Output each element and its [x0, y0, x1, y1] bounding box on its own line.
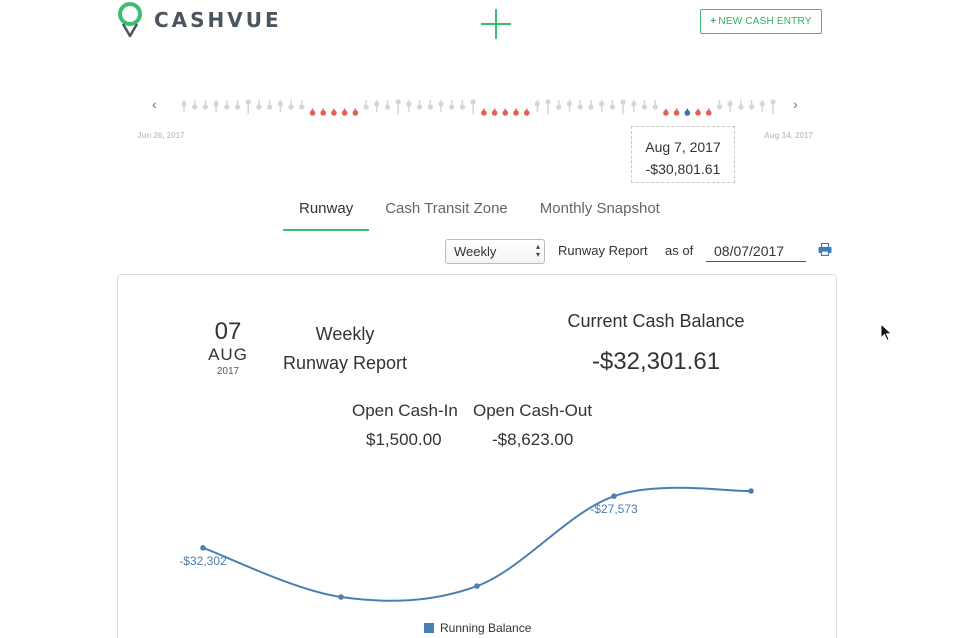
report-title: Weekly Runway Report: [275, 320, 415, 378]
as-of-date-input[interactable]: [706, 240, 806, 262]
timeline-event-marker[interactable]: [341, 108, 348, 116]
tab-cash-transit-zone[interactable]: Cash Transit Zone: [385, 200, 508, 217]
timeline-day-marker[interactable]: [759, 100, 765, 112]
timeline-event-marker[interactable]: [491, 108, 498, 116]
legend-label: Running Balance: [440, 621, 532, 635]
timeline-day-marker[interactable]: [738, 100, 744, 110]
new-cash-entry-button[interactable]: + NEW CASH ENTRY: [700, 9, 822, 34]
tab-runway[interactable]: Runway: [283, 198, 370, 231]
timeline-event-marker[interactable]: [663, 108, 669, 116]
timeline-day-marker[interactable]: [609, 100, 615, 110]
open-cash-out-label: Open Cash-Out: [473, 401, 593, 420]
timeline-event-marker[interactable]: [523, 108, 530, 116]
timeline-day-marker[interactable]: [641, 100, 648, 110]
brand-logo[interactable]: CASHVUE: [116, 2, 282, 38]
report-year: 2017: [216, 366, 240, 377]
report-day: 07: [214, 318, 242, 345]
as-of-label: as of: [665, 243, 694, 258]
tab-monthly-snapshot[interactable]: Monthly Snapshot: [539, 200, 660, 217]
timeline-day-marker[interactable]: [288, 100, 294, 110]
timeline-day-marker[interactable]: [363, 100, 369, 110]
timeline-day-marker[interactable]: [716, 100, 723, 110]
location-pin-icon: [118, 2, 142, 38]
timeline-event-marker[interactable]: [309, 108, 316, 116]
timeline-day-marker[interactable]: [384, 100, 391, 110]
report-tabs: Runway Cash Transit Zone Monthly Snapsho…: [283, 198, 676, 231]
current-balance-label: Current Cash Balance: [567, 311, 745, 331]
timeline-day-marker[interactable]: [449, 100, 455, 110]
timeline-prev-icon[interactable]: ‹: [152, 96, 157, 112]
timeline-day-marker[interactable]: [181, 100, 187, 112]
timeline-end-date: Aug 14, 2017: [764, 131, 813, 140]
timeline-day-marker[interactable]: [599, 100, 605, 112]
timeline-event-marker[interactable]: [502, 108, 509, 116]
period-select[interactable]: Weekly ▴ ▾: [445, 239, 545, 264]
timeline-day-marker[interactable]: [427, 100, 433, 110]
open-cash-in-label: Open Cash-In: [352, 401, 458, 420]
timeline-day-marker[interactable]: [192, 100, 198, 110]
timeline-day-marker[interactable]: [534, 100, 541, 112]
open-cash-out-value: -$8,623.00: [492, 430, 574, 449]
timeline-event-marker[interactable]: [673, 108, 680, 116]
report-title-line1: Weekly: [315, 324, 375, 344]
open-cash-in-value: $1,500.00: [366, 430, 442, 449]
timeline-markers[interactable]: [0, 88, 960, 124]
timeline-day-marker[interactable]: [234, 100, 241, 110]
timeline-day-marker[interactable]: [213, 100, 219, 112]
select-arrows-icon: ▴ ▾: [535, 242, 540, 259]
timeline-day-marker[interactable]: [277, 100, 283, 112]
mouse-cursor-icon: [880, 323, 893, 342]
timeline-day-marker[interactable]: [267, 100, 273, 110]
new-cash-entry-label: NEW CASH ENTRY: [718, 16, 812, 27]
timeline-selected-marker[interactable]: [684, 108, 691, 116]
tooltip-value: -$30,801.61: [645, 161, 721, 177]
timeline-day-marker[interactable]: [256, 100, 262, 110]
chart-legend[interactable]: Running Balance: [424, 621, 531, 635]
plus-small-icon: +: [710, 16, 717, 27]
timeline-day-marker[interactable]: [438, 100, 444, 112]
timeline-day-marker[interactable]: [202, 100, 209, 110]
timeline-day-marker[interactable]: [770, 99, 776, 114]
timeline-day-marker[interactable]: [224, 100, 230, 110]
timeline-day-marker[interactable]: [620, 99, 626, 114]
timeline-next-icon[interactable]: ›: [793, 96, 798, 112]
timeline-day-marker[interactable]: [556, 100, 562, 110]
legend-swatch: [424, 623, 434, 633]
print-icon[interactable]: [818, 243, 832, 256]
timeline-day-marker[interactable]: [652, 100, 658, 110]
timeline-event-marker[interactable]: [352, 108, 359, 116]
timeline-day-marker[interactable]: [727, 100, 733, 112]
timeline-day-marker[interactable]: [459, 100, 466, 110]
plus-icon[interactable]: [480, 8, 512, 40]
timeline-day-marker[interactable]: [406, 100, 412, 112]
timeline-event-marker[interactable]: [331, 108, 337, 116]
current-balance-value: -$32,301.61: [591, 348, 721, 375]
timeline-tooltip: Aug 7, 2017 -$30,801.61: [631, 126, 735, 183]
timeline-day-marker[interactable]: [374, 100, 380, 112]
timeline-day-marker[interactable]: [299, 100, 305, 110]
timeline-day-marker[interactable]: [470, 99, 476, 114]
timeline-event-marker[interactable]: [695, 108, 701, 116]
timeline-day-marker[interactable]: [748, 100, 755, 110]
report-type-label: Runway Report: [558, 243, 648, 258]
timeline-event-marker[interactable]: [481, 108, 487, 116]
timeline-day-marker[interactable]: [245, 99, 251, 114]
timeline-day-marker[interactable]: [395, 99, 401, 114]
report-month: AUG: [208, 345, 248, 364]
timeline-day-marker[interactable]: [417, 100, 423, 110]
period-select-value: Weekly: [454, 244, 497, 259]
timeline-event-marker[interactable]: [513, 108, 519, 116]
timeline-day-marker[interactable]: [566, 100, 573, 112]
report-title-line2: Runway Report: [282, 353, 408, 373]
tooltip-date: Aug 7, 2017: [645, 139, 721, 155]
timeline-event-marker[interactable]: [320, 108, 327, 116]
timeline-day-marker[interactable]: [588, 100, 594, 110]
timeline-day-marker[interactable]: [577, 100, 583, 110]
timeline-day-marker[interactable]: [545, 99, 551, 114]
brand-name: CASHVUE: [154, 8, 282, 32]
timeline-event-marker[interactable]: [705, 108, 712, 116]
timeline-day-marker[interactable]: [631, 100, 637, 112]
timeline-start-date: Jun 26, 2017: [137, 131, 185, 140]
